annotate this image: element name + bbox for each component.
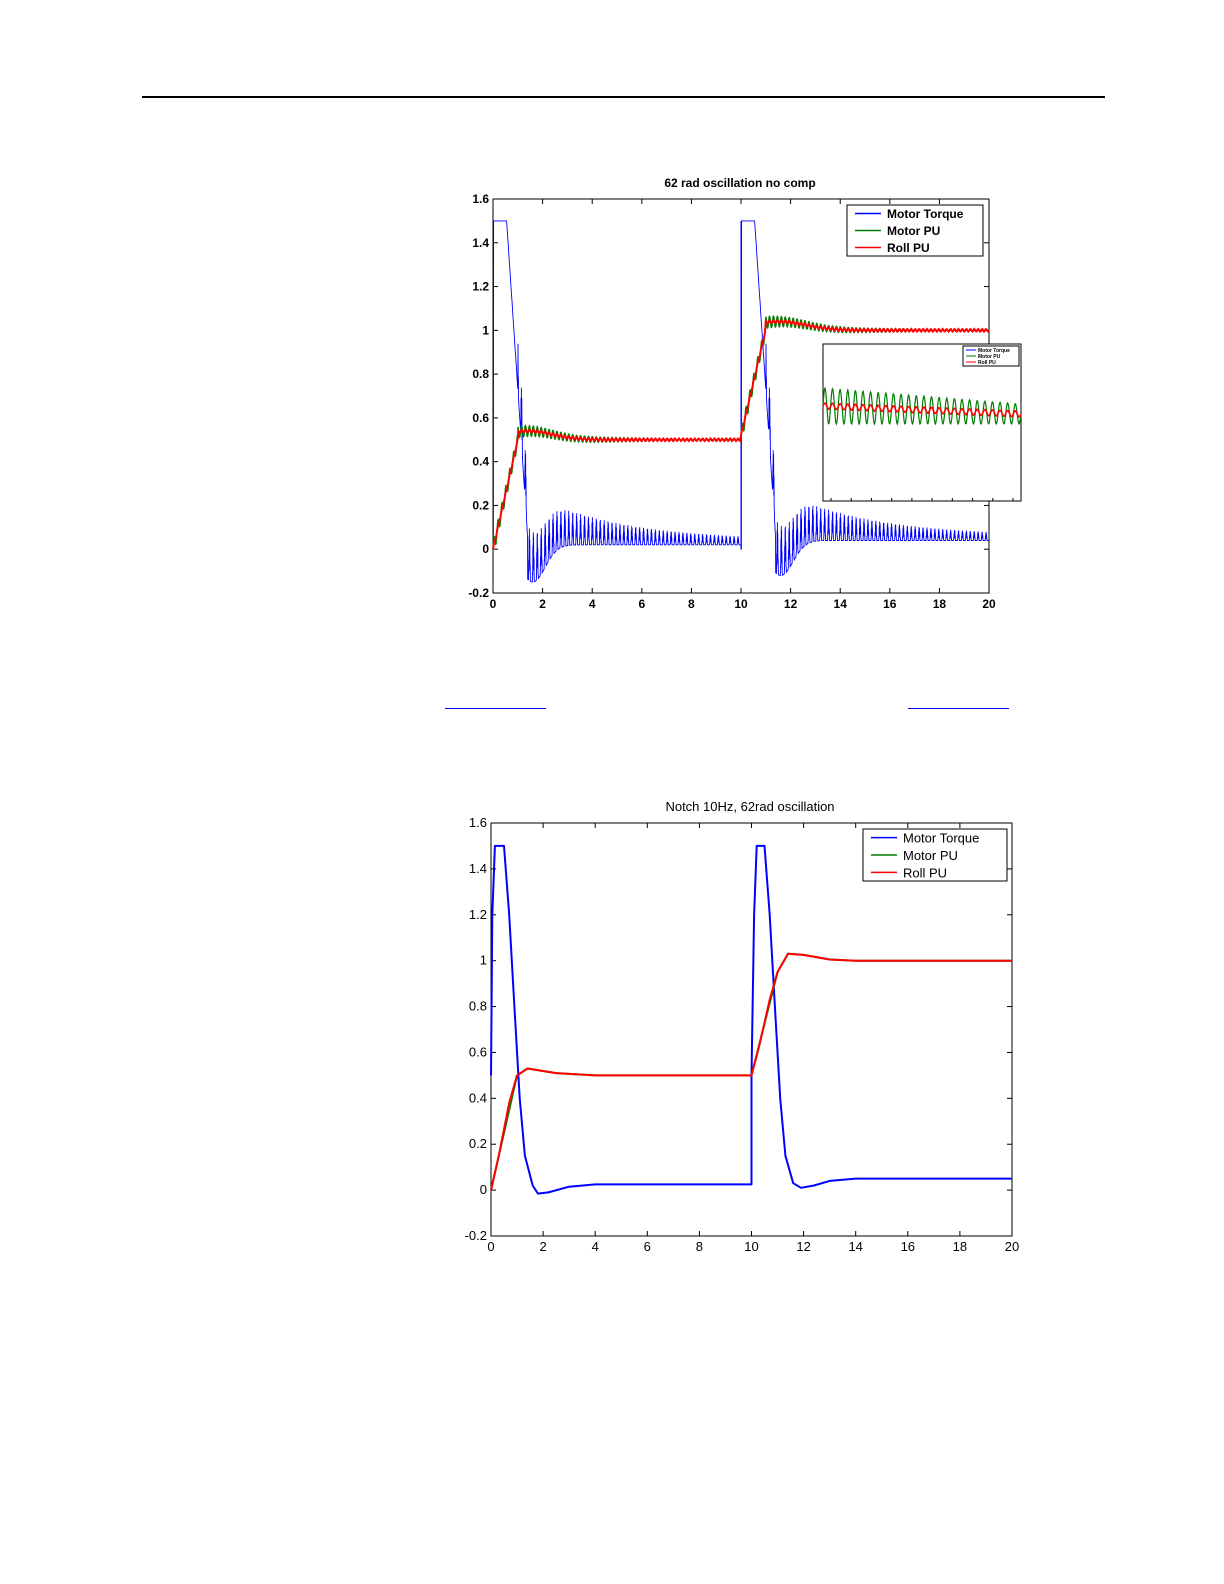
inset-legend-label: Motor Torque [978,348,1010,354]
x-tick-label: 18 [933,597,947,611]
x-tick-label: 8 [688,597,695,611]
inset-roll-pu [822,402,1022,418]
x-tick-label: 14 [834,597,848,611]
y-tick-label: 1.6 [472,192,489,206]
x-tick-label: 10 [734,597,748,611]
chart2-title: Notch 10Hz, 62rad oscillation [665,799,834,814]
y-tick-label: 1.2 [469,907,487,922]
x-tick-label: 12 [796,1239,810,1254]
y-tick-label: 0 [480,1182,487,1197]
x-tick-label: 20 [982,597,996,611]
chart1-x-ticks: 0 2 4 6 8 10 12 14 16 18 20 [490,199,996,611]
series-roll-pu [492,318,990,550]
chart2-x-ticks: 0 2 4 6 8 10 12 14 16 18 20 [487,823,1019,1254]
legend-label: Motor PU [903,848,958,863]
x-tick-label: 4 [589,597,596,611]
y-tick-label: 0.6 [469,1044,487,1059]
chart1-y-ticks: -0.2 0 0.2 0.4 0.6 0.8 1 1.2 1.4 1.6 [468,192,989,600]
y-tick-label: 0.2 [469,1136,487,1151]
x-tick-label: 2 [539,1239,546,1254]
legend-label: Motor Torque [903,831,979,846]
chart2-y-ticks: -0.2 0 0.2 0.4 0.6 0.8 1 1.2 1.4 1.6 [465,815,1012,1243]
y-tick-label: 0.6 [472,411,489,425]
inset-box [822,343,1022,502]
y-tick-label: 1.6 [469,815,487,830]
x-tick-label: 14 [848,1239,862,1254]
x-tick-label: 16 [883,597,897,611]
legend-label: Motor PU [887,224,940,238]
series-motor-torque [490,844,1012,1195]
y-tick-label: 0.4 [472,455,489,469]
y-tick-label: 1.2 [472,280,489,294]
chart1-series [492,220,990,583]
y-tick-label: 1 [482,323,489,337]
y-tick-label: 0.2 [472,498,489,512]
y-tick-label: 1.4 [472,236,489,250]
y-tick-label: 0.8 [469,999,487,1014]
x-tick-label: 8 [696,1239,703,1254]
y-tick-label: 0.8 [472,367,489,381]
x-tick-label: 0 [487,1239,494,1254]
y-tick-label: 0.4 [469,1090,487,1105]
chart1-legend: Motor Torque Motor PU Roll PU [846,204,984,257]
x-tick-label: 12 [784,597,798,611]
chart-notch-10hz: Notch 10Hz, 62rad oscillation 0 2 4 6 8 10 12 1… [465,799,1020,1254]
y-tick-label: 0 [482,542,489,556]
x-tick-label: 16 [901,1239,915,1254]
chart2-series [490,844,1012,1195]
x-tick-label: 18 [953,1239,967,1254]
series-roll-pu [490,952,1012,1191]
chart1-title: 62 rad oscillation no comp [664,176,815,190]
inset-legend-label: Motor PU [978,354,1001,360]
inset-legend-label: Roll PU [978,360,996,366]
series-motor-torque [492,220,989,583]
legend-label: Roll PU [903,865,947,880]
x-tick-label: 4 [592,1239,599,1254]
chart2-legend: Motor Torque Motor PU Roll PU [862,828,1008,882]
y-tick-label: -0.2 [468,586,489,600]
legend-label: Roll PU [887,241,930,255]
legend-label: Motor Torque [887,207,964,221]
x-tick-label: 20 [1005,1239,1019,1254]
y-tick-label: 1 [480,953,487,968]
x-tick-label: 10 [744,1239,758,1254]
header-rule [142,96,1105,98]
x-tick-label: 6 [644,1239,651,1254]
y-tick-label: -0.2 [465,1228,487,1243]
chart-62rad-no-comp: 62 rad oscillation no comp 0 2 4 6 8 10 12 14 16… [468,176,1022,611]
link-underline-right[interactable] [908,708,1009,709]
y-tick-label: 1.4 [469,861,487,876]
inset-legend-box [962,345,1020,367]
x-tick-label: 6 [638,597,645,611]
x-tick-label: 0 [490,597,497,611]
link-underline-left[interactable] [445,708,546,709]
x-tick-label: 2 [539,597,546,611]
